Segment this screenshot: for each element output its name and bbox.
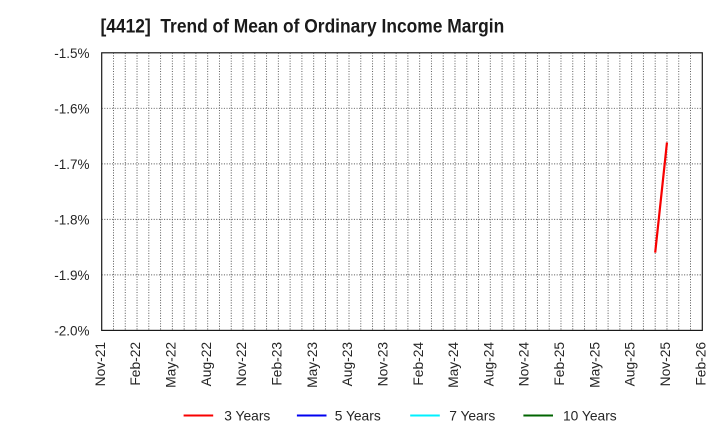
svg-text:3 Years: 3 Years (224, 408, 270, 423)
svg-text:Nov-24: Nov-24 (517, 342, 532, 387)
svg-text:[4412] Trend of Mean of Ordin: [4412] Trend of Mean of Ordinary Income … (101, 15, 505, 37)
svg-text:May-22: May-22 (163, 342, 178, 388)
svg-text:Feb-26: Feb-26 (693, 342, 708, 386)
svg-text:-1.6%: -1.6% (54, 101, 89, 116)
svg-text:Aug-22: Aug-22 (199, 342, 214, 387)
svg-text:May-24: May-24 (446, 342, 461, 388)
svg-text:May-25: May-25 (587, 342, 602, 388)
svg-text:-1.8%: -1.8% (54, 212, 89, 227)
svg-text:Feb-24: Feb-24 (411, 342, 426, 386)
svg-text:Feb-23: Feb-23 (269, 342, 284, 386)
svg-text:Feb-25: Feb-25 (552, 342, 567, 386)
svg-text:Feb-22: Feb-22 (128, 342, 143, 386)
svg-text:Nov-22: Nov-22 (234, 342, 249, 386)
svg-text:-1.5%: -1.5% (54, 46, 89, 61)
svg-text:Nov-21: Nov-21 (93, 342, 108, 386)
svg-text:5 Years: 5 Years (335, 408, 381, 423)
svg-text:Aug-23: Aug-23 (340, 342, 355, 387)
svg-text:7 Years: 7 Years (449, 408, 495, 423)
svg-text:Nov-23: Nov-23 (375, 342, 390, 387)
svg-text:May-23: May-23 (305, 342, 320, 388)
svg-text:Aug-25: Aug-25 (623, 342, 638, 387)
svg-text:-1.7%: -1.7% (54, 157, 89, 172)
svg-text:10 Years: 10 Years (563, 408, 617, 423)
svg-text:-2.0%: -2.0% (54, 324, 89, 339)
svg-text:-1.9%: -1.9% (54, 268, 89, 283)
svg-text:Aug-24: Aug-24 (481, 342, 496, 387)
svg-text:Nov-25: Nov-25 (658, 342, 673, 387)
